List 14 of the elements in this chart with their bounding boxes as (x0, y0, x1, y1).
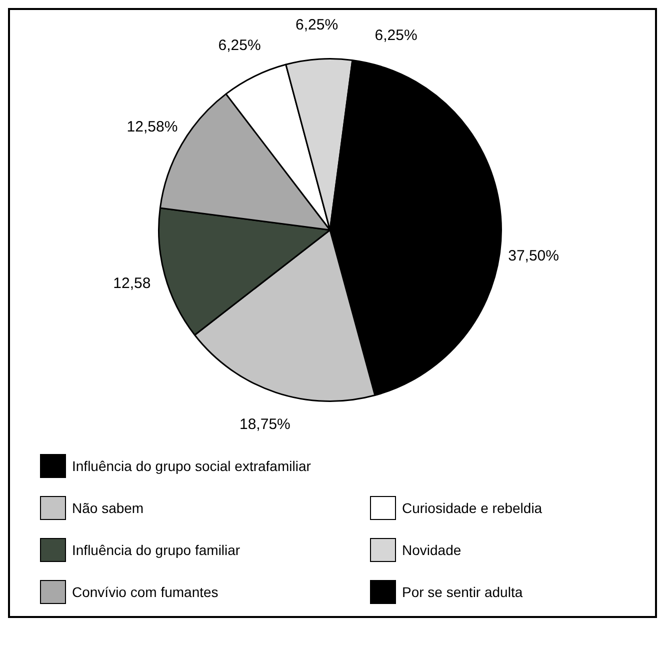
data-label: 18,75% (240, 416, 290, 433)
legend-label: Influência do grupo familiar (72, 542, 240, 558)
legend-label: Influência do grupo social extrafamiliar (72, 458, 311, 474)
legend-label: Por se sentir adulta (402, 584, 523, 600)
legend-label: Novidade (402, 542, 462, 558)
data-label: 6,25% (374, 26, 418, 44)
data-label: 6,25% (218, 36, 261, 54)
legend-label: Convívio com fumantes (72, 584, 218, 600)
data-label: 37,50% (508, 248, 559, 265)
data-label: 6,25% (295, 16, 338, 34)
legend-label: Não sabem (72, 500, 144, 516)
data-label: 12,58% (126, 118, 178, 136)
legend-label: Curiosidade e rebeldia (402, 500, 542, 516)
data-label: 12,58 (113, 275, 151, 292)
